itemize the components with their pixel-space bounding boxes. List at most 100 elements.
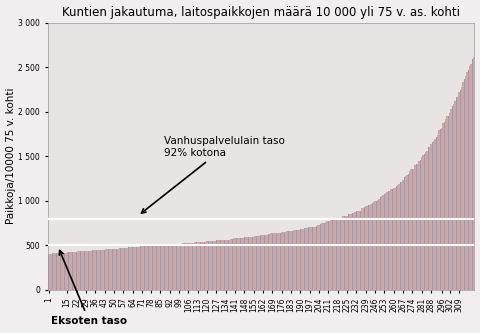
Bar [392, 189, 393, 290]
Bar [132, 247, 133, 290]
Bar [377, 200, 378, 290]
Bar [74, 251, 76, 290]
Bar [357, 211, 359, 290]
Bar [180, 244, 181, 290]
Bar [177, 244, 179, 290]
Bar [344, 216, 345, 290]
Bar [108, 249, 109, 290]
Bar [80, 251, 81, 290]
Bar [270, 233, 272, 290]
Bar [389, 191, 390, 290]
Bar [164, 245, 165, 290]
Bar [175, 244, 176, 290]
Bar [140, 246, 141, 290]
Bar [209, 241, 211, 290]
Bar [428, 147, 429, 290]
Bar [197, 242, 199, 290]
Bar [320, 223, 321, 290]
Bar [313, 227, 314, 290]
Bar [143, 246, 144, 290]
Bar [429, 147, 431, 290]
Bar [96, 250, 97, 290]
Bar [396, 186, 397, 290]
Bar [445, 119, 446, 290]
Bar [278, 233, 280, 290]
Bar [216, 240, 217, 290]
Bar [424, 154, 425, 290]
Bar [104, 249, 105, 290]
Bar [434, 139, 436, 290]
Bar [324, 223, 325, 290]
Bar [221, 240, 223, 290]
Bar [105, 249, 107, 290]
Bar [263, 235, 264, 290]
Bar [168, 244, 169, 290]
Bar [137, 246, 139, 290]
Bar [281, 232, 282, 290]
Bar [325, 222, 326, 290]
Bar [433, 142, 434, 290]
Bar [220, 240, 221, 290]
Bar [61, 253, 62, 290]
Bar [144, 246, 145, 290]
Bar [359, 211, 360, 290]
Bar [292, 230, 293, 290]
Bar [384, 194, 385, 290]
Bar [92, 250, 93, 290]
Bar [79, 251, 80, 290]
Bar [73, 252, 74, 290]
Bar [232, 239, 233, 290]
Bar [448, 116, 449, 290]
Bar [55, 253, 56, 290]
Bar [120, 248, 121, 290]
Bar [425, 152, 426, 290]
Bar [169, 244, 170, 290]
Bar [299, 230, 300, 290]
Bar [312, 227, 313, 290]
Bar [254, 236, 256, 290]
Bar [280, 232, 281, 290]
Bar [248, 237, 249, 290]
Bar [330, 220, 332, 290]
Bar [410, 169, 412, 290]
Bar [318, 225, 320, 290]
Bar [146, 246, 148, 290]
Bar [443, 124, 444, 290]
Bar [458, 92, 460, 290]
Bar [155, 246, 156, 290]
Bar [245, 237, 247, 290]
Bar [124, 248, 125, 290]
Bar [347, 215, 348, 290]
Bar [338, 219, 340, 290]
Bar [93, 250, 95, 290]
Bar [50, 253, 52, 290]
Bar [203, 242, 204, 290]
Text: Eksoten taso: Eksoten taso [51, 250, 127, 326]
Bar [365, 206, 366, 290]
Bar [469, 66, 470, 290]
Bar [136, 246, 137, 290]
Bar [289, 231, 290, 290]
Bar [215, 241, 216, 290]
Bar [211, 241, 212, 290]
Bar [353, 213, 354, 290]
Bar [204, 242, 205, 290]
Bar [112, 249, 113, 290]
Bar [472, 60, 473, 290]
Bar [400, 182, 401, 290]
Bar [348, 214, 349, 290]
Bar [121, 248, 122, 290]
Bar [269, 234, 270, 290]
Bar [308, 227, 309, 290]
Bar [378, 199, 380, 290]
Bar [449, 113, 450, 290]
Bar [453, 104, 455, 290]
Bar [380, 197, 381, 290]
Bar [456, 97, 457, 290]
Bar [257, 236, 258, 290]
Bar [426, 152, 428, 290]
Bar [223, 240, 224, 290]
Bar [187, 243, 188, 290]
Bar [356, 211, 357, 290]
Bar [301, 229, 302, 290]
